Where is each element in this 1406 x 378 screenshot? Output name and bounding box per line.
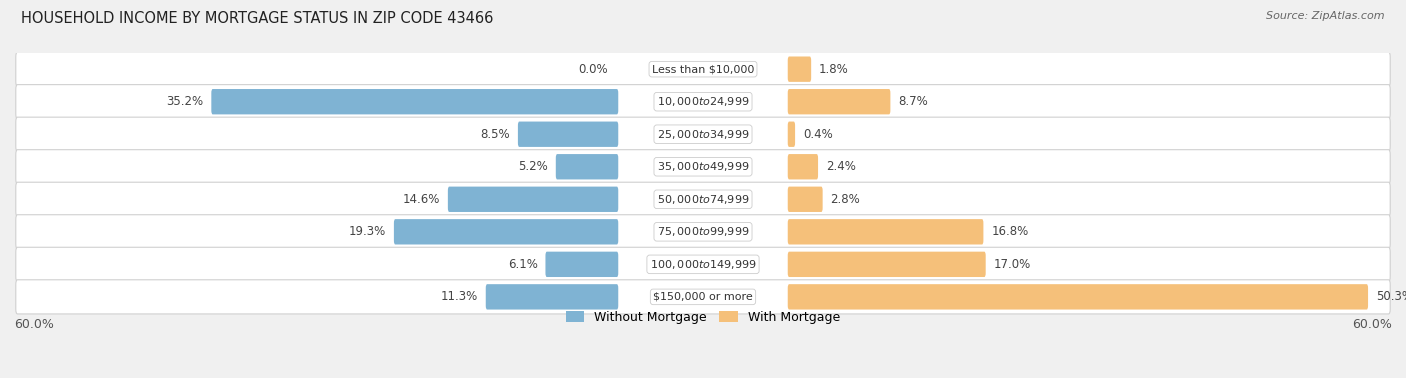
Legend: Without Mortgage, With Mortgage: Without Mortgage, With Mortgage bbox=[561, 306, 845, 329]
FancyBboxPatch shape bbox=[787, 122, 794, 147]
Text: 8.5%: 8.5% bbox=[481, 128, 510, 141]
FancyBboxPatch shape bbox=[15, 182, 1391, 216]
Text: 2.8%: 2.8% bbox=[831, 193, 860, 206]
FancyBboxPatch shape bbox=[15, 215, 1391, 249]
Text: 8.7%: 8.7% bbox=[898, 95, 928, 108]
Text: 17.0%: 17.0% bbox=[994, 258, 1031, 271]
FancyBboxPatch shape bbox=[517, 122, 619, 147]
Text: Source: ZipAtlas.com: Source: ZipAtlas.com bbox=[1267, 11, 1385, 21]
Text: 60.0%: 60.0% bbox=[1353, 318, 1392, 331]
Text: $25,000 to $34,999: $25,000 to $34,999 bbox=[657, 128, 749, 141]
FancyBboxPatch shape bbox=[555, 154, 619, 180]
Text: 1.8%: 1.8% bbox=[818, 63, 849, 76]
FancyBboxPatch shape bbox=[15, 117, 1391, 151]
FancyBboxPatch shape bbox=[787, 219, 983, 245]
FancyBboxPatch shape bbox=[787, 56, 811, 82]
Text: 14.6%: 14.6% bbox=[402, 193, 440, 206]
Text: 50.3%: 50.3% bbox=[1376, 290, 1406, 304]
Text: 5.2%: 5.2% bbox=[519, 160, 548, 173]
FancyBboxPatch shape bbox=[211, 89, 619, 115]
FancyBboxPatch shape bbox=[15, 247, 1391, 281]
FancyBboxPatch shape bbox=[787, 154, 818, 180]
Text: $35,000 to $49,999: $35,000 to $49,999 bbox=[657, 160, 749, 173]
Text: $100,000 to $149,999: $100,000 to $149,999 bbox=[650, 258, 756, 271]
Text: 16.8%: 16.8% bbox=[991, 225, 1028, 238]
FancyBboxPatch shape bbox=[485, 284, 619, 310]
Text: Less than $10,000: Less than $10,000 bbox=[652, 64, 754, 74]
FancyBboxPatch shape bbox=[394, 219, 619, 245]
Text: HOUSEHOLD INCOME BY MORTGAGE STATUS IN ZIP CODE 43466: HOUSEHOLD INCOME BY MORTGAGE STATUS IN Z… bbox=[21, 11, 494, 26]
Text: $75,000 to $99,999: $75,000 to $99,999 bbox=[657, 225, 749, 238]
Text: $150,000 or more: $150,000 or more bbox=[654, 292, 752, 302]
FancyBboxPatch shape bbox=[546, 252, 619, 277]
FancyBboxPatch shape bbox=[787, 89, 890, 115]
Text: 0.0%: 0.0% bbox=[578, 63, 607, 76]
Text: 11.3%: 11.3% bbox=[440, 290, 478, 304]
Text: 0.4%: 0.4% bbox=[803, 128, 832, 141]
FancyBboxPatch shape bbox=[15, 150, 1391, 184]
Text: 2.4%: 2.4% bbox=[825, 160, 856, 173]
FancyBboxPatch shape bbox=[787, 252, 986, 277]
Text: 60.0%: 60.0% bbox=[14, 318, 53, 331]
FancyBboxPatch shape bbox=[15, 280, 1391, 314]
Text: $50,000 to $74,999: $50,000 to $74,999 bbox=[657, 193, 749, 206]
FancyBboxPatch shape bbox=[787, 187, 823, 212]
FancyBboxPatch shape bbox=[449, 187, 619, 212]
Text: $10,000 to $24,999: $10,000 to $24,999 bbox=[657, 95, 749, 108]
Text: 19.3%: 19.3% bbox=[349, 225, 387, 238]
FancyBboxPatch shape bbox=[787, 284, 1368, 310]
Text: 6.1%: 6.1% bbox=[508, 258, 537, 271]
FancyBboxPatch shape bbox=[15, 52, 1391, 86]
Text: 35.2%: 35.2% bbox=[166, 95, 204, 108]
FancyBboxPatch shape bbox=[15, 85, 1391, 119]
